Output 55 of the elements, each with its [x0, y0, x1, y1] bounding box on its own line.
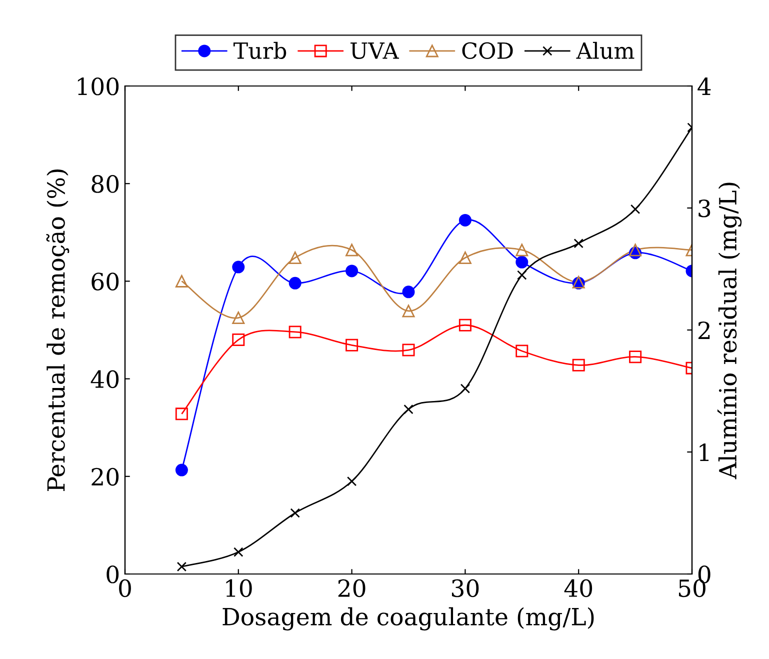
point — [458, 214, 472, 226]
point — [175, 408, 188, 420]
point — [630, 204, 640, 214]
x-tick-label: 10 — [226, 579, 252, 598]
point — [458, 318, 472, 332]
point — [232, 334, 245, 346]
y-axis-title: Percentual de remoção (%) — [46, 170, 70, 492]
point — [288, 276, 302, 290]
point — [232, 260, 245, 274]
legend-label: Alum — [576, 42, 634, 60]
legend-label: UVA — [350, 42, 400, 60]
x-tick-label: 40 — [564, 579, 592, 598]
point — [517, 270, 527, 280]
x-axis-title: Dosagem de coagulante (mg/L) — [222, 607, 594, 630]
legend-label: COD — [462, 42, 513, 60]
y-tick-label: 80 — [92, 175, 119, 193]
point — [346, 264, 358, 278]
point — [288, 326, 302, 338]
point — [572, 358, 585, 372]
y-tick-label: 40 — [90, 370, 119, 388]
y2-tick-label: 1 — [700, 443, 709, 461]
point — [629, 244, 642, 256]
y2-axis-title: Alumínio residual (mg/L) — [717, 182, 742, 480]
point — [458, 252, 472, 264]
point — [232, 312, 245, 324]
point — [288, 252, 302, 264]
point — [402, 344, 415, 356]
point — [629, 350, 642, 364]
point — [404, 404, 414, 414]
legend-label: Turb — [233, 42, 286, 60]
point — [175, 464, 188, 476]
y-tick-label: 20 — [92, 468, 119, 486]
y-tick-label: 100 — [78, 77, 119, 96]
y2-tick-label: 4 — [698, 77, 711, 95]
point — [346, 476, 357, 486]
point — [516, 256, 528, 268]
point — [402, 304, 415, 318]
point — [460, 384, 470, 394]
x-tick-label: 30 — [452, 579, 479, 598]
point — [516, 244, 528, 256]
point — [402, 286, 415, 298]
point — [176, 562, 187, 572]
point — [346, 338, 358, 352]
x-tick-label: 0 — [119, 579, 131, 598]
point — [175, 274, 188, 288]
y2-tick-label: 3 — [698, 199, 710, 218]
point — [290, 508, 300, 518]
y-tick-label: 0 — [106, 565, 119, 584]
x-tick-label: 20 — [338, 579, 366, 598]
y2-tick-label: 2 — [698, 321, 710, 339]
point — [346, 244, 358, 256]
point — [516, 344, 528, 358]
y-tick-label: 60 — [92, 272, 119, 291]
point — [234, 547, 244, 557]
point — [574, 238, 584, 248]
